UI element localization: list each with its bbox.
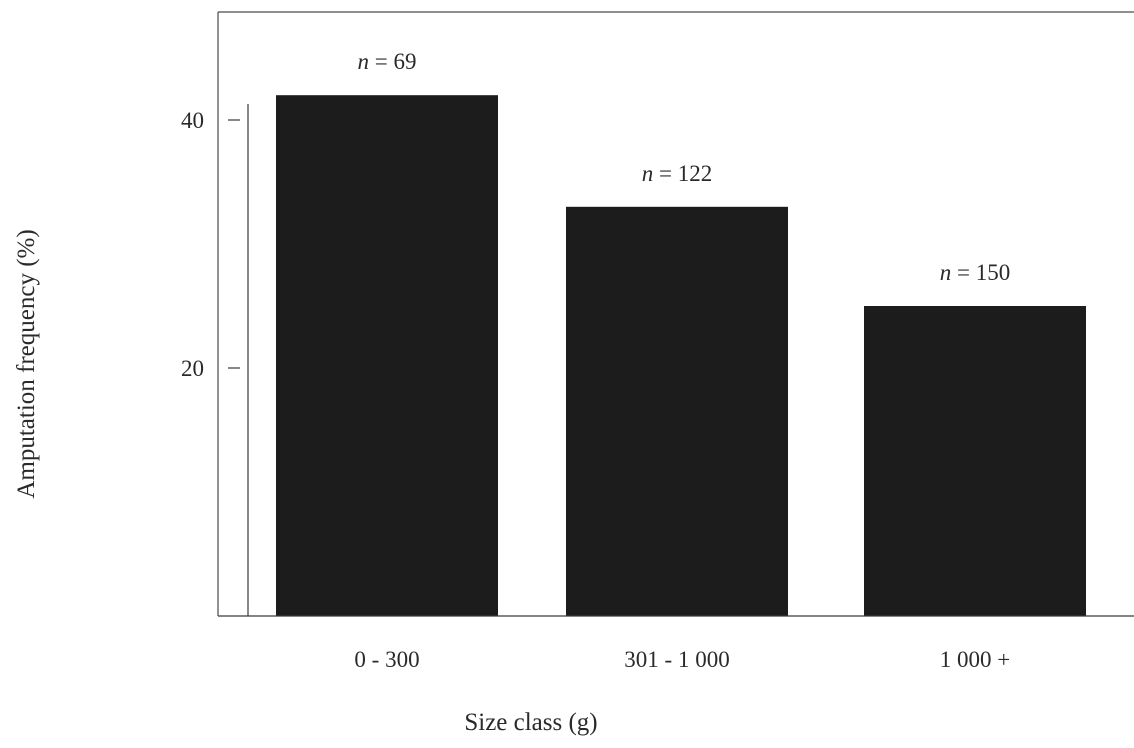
bar-1 bbox=[276, 95, 498, 616]
data-label-3: n = 150 bbox=[940, 260, 1010, 285]
x-axis-title: Size class (g) bbox=[464, 709, 597, 736]
plot-frame bbox=[217, 11, 1134, 616]
bars bbox=[276, 95, 1086, 617]
y-axis-title: Amputation frequency (%) bbox=[13, 229, 40, 498]
y-tick-label-2: 40 bbox=[181, 108, 204, 133]
data-labels: n = 69 n = 122 n = 150 bbox=[358, 49, 1011, 285]
x-tick-label-1: 0 - 300 bbox=[354, 647, 419, 672]
x-tick-label-3: 1 000 + bbox=[940, 647, 1010, 672]
axes bbox=[218, 104, 1134, 617]
bar-2 bbox=[566, 206, 788, 617]
x-ticks: 0 - 300 301 - 1 000 1 000 + bbox=[354, 647, 1010, 672]
y-tick-label-1: 20 bbox=[181, 356, 204, 381]
x-tick-label-2: 301 - 1 000 bbox=[624, 647, 729, 672]
data-label-2: n = 122 bbox=[642, 161, 712, 186]
data-label-1: n = 69 bbox=[358, 49, 417, 74]
bar-3 bbox=[864, 306, 1086, 616]
